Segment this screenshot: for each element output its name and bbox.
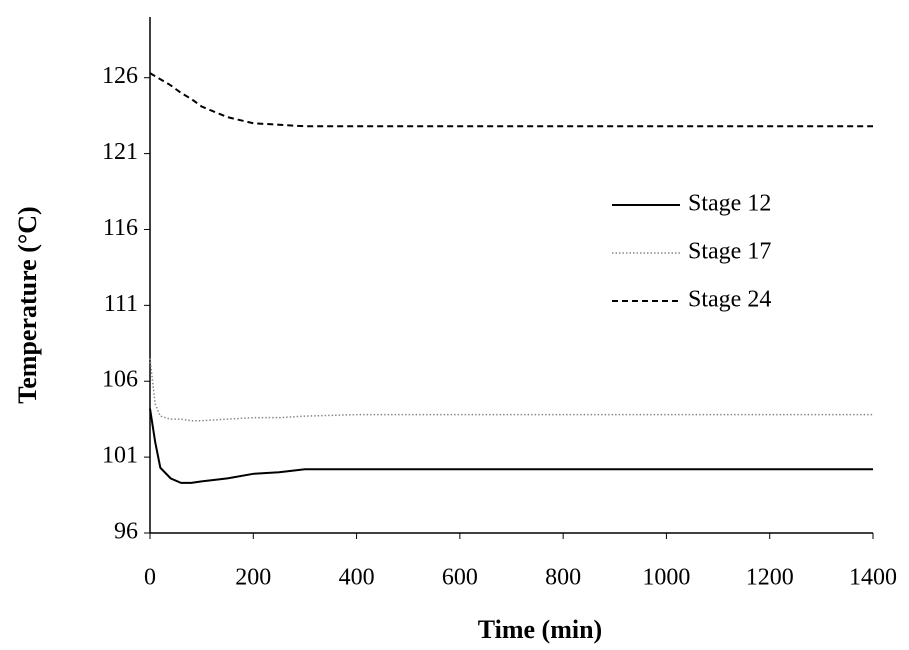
x-tick-label: 800 — [545, 565, 581, 591]
x-tick-label: 1200 — [746, 565, 794, 591]
legend-label: Stage 24 — [688, 287, 771, 313]
series-line — [149, 72, 873, 128]
x-tick-label: 600 — [442, 565, 478, 591]
x-axis-title: Time (min) — [478, 615, 602, 644]
x-tick-label: 1000 — [642, 565, 690, 591]
y-tick-label: 106 — [102, 367, 138, 393]
x-tick-label: 200 — [235, 565, 271, 591]
y-tick-label: 116 — [103, 215, 138, 241]
y-tick-label: 121 — [102, 139, 138, 165]
y-tick-label: 96 — [114, 519, 138, 545]
y-tick-label: 111 — [104, 291, 138, 317]
y-axis-title: Temperature (°C) — [13, 206, 42, 403]
x-tick-label: 400 — [339, 565, 375, 591]
series-line — [149, 358, 873, 422]
x-tick-label: 0 — [144, 565, 156, 591]
legend-label: Stage 12 — [688, 191, 771, 217]
x-tick-label: 1400 — [849, 565, 897, 591]
y-tick-label: 101 — [102, 443, 138, 469]
y-tick-label: 126 — [102, 63, 138, 89]
series-line — [149, 408, 873, 484]
legend-label: Stage 17 — [688, 239, 771, 265]
